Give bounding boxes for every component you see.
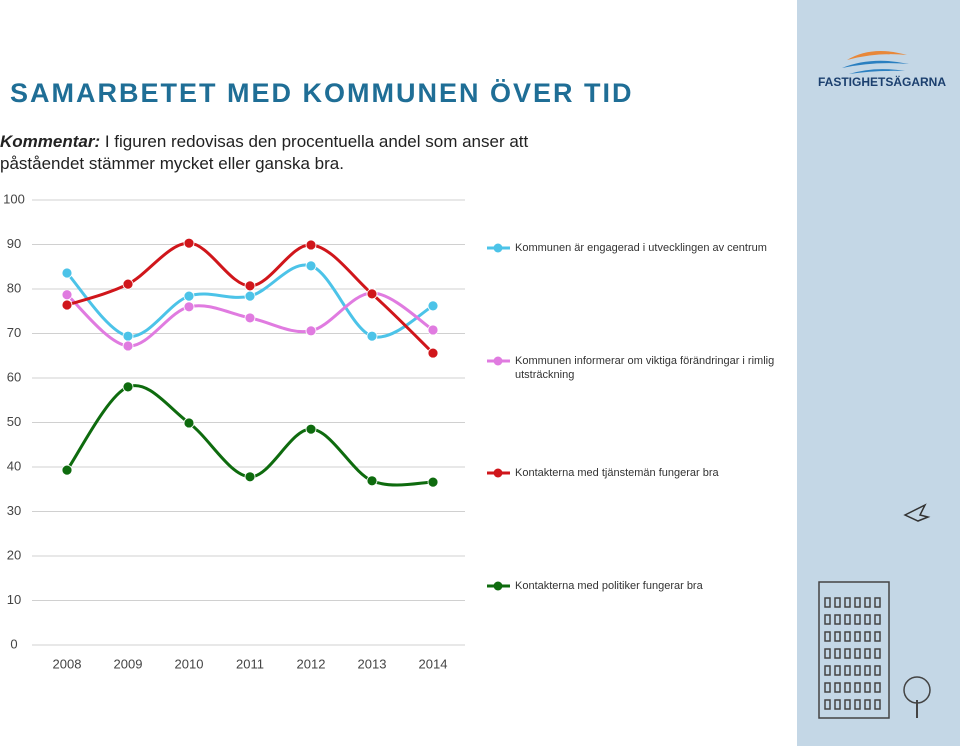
- legend-marker: [493, 356, 503, 366]
- data-point: [61, 299, 73, 311]
- x-tick-label: 2014: [419, 656, 448, 671]
- data-point: [122, 340, 134, 352]
- legend-marker: [493, 581, 503, 591]
- data-point: [183, 301, 195, 313]
- data-point: [244, 290, 256, 302]
- data-point: [183, 237, 195, 249]
- comment-label: Kommentar:: [0, 132, 101, 151]
- logo-text: FASTIGHETSÄGARNA: [818, 75, 947, 89]
- data-point: [61, 464, 73, 476]
- y-tick-label: 40: [7, 458, 21, 473]
- data-point: [366, 330, 378, 342]
- data-point: [427, 347, 439, 359]
- y-tick-label: 30: [7, 503, 21, 518]
- y-tick-label: 80: [7, 280, 21, 295]
- x-tick-label: 2010: [175, 656, 204, 671]
- data-point: [366, 288, 378, 300]
- comment: Kommentar: I figuren redovisas den proce…: [0, 131, 570, 175]
- data-point: [122, 381, 134, 393]
- data-point: [427, 476, 439, 488]
- data-point: [244, 312, 256, 324]
- y-tick-label: 0: [10, 636, 17, 651]
- data-point: [61, 289, 73, 301]
- y-tick-label: 100: [3, 191, 25, 206]
- sidebar: [797, 0, 960, 746]
- legend-label: Kommunen informerar om viktiga förändrin…: [515, 355, 775, 381]
- comment-text: I figuren redovisas den procentuella and…: [0, 132, 529, 173]
- data-point: [305, 239, 317, 251]
- data-point: [183, 417, 195, 429]
- data-point: [305, 260, 317, 272]
- series-line: [65, 384, 434, 487]
- data-point: [366, 475, 378, 487]
- data-point: [183, 290, 195, 302]
- x-tick-label: 2012: [297, 656, 326, 671]
- data-point: [122, 330, 134, 342]
- x-tick-label: 2011: [236, 656, 264, 671]
- y-tick-label: 20: [7, 547, 21, 562]
- data-point: [427, 300, 439, 312]
- y-tick-label: 70: [7, 325, 21, 340]
- x-tick-label: 2009: [114, 656, 143, 671]
- data-point: [427, 324, 439, 336]
- title: SAMARBETET MED KOMMUNEN ÖVER TID: [10, 78, 634, 108]
- x-tick-label: 2013: [358, 656, 387, 671]
- data-point: [305, 325, 317, 337]
- chart: 0 10 20 30 40 50 60 70 80 90 100 2008 2009 2010 2011 20…: [3, 191, 510, 671]
- data-point: [244, 280, 256, 292]
- legend-label: Kontakterna med tjänstemän fungerar bra: [515, 467, 719, 479]
- legend-marker: [493, 243, 503, 253]
- y-tick-label: 50: [7, 414, 21, 429]
- sidebar-art: [818, 51, 931, 719]
- y-tick-label: 10: [7, 592, 21, 607]
- y-tick-label: 60: [7, 369, 21, 384]
- data-point: [244, 471, 256, 483]
- x-tick-label: 2008: [53, 656, 82, 671]
- data-point: [61, 267, 73, 279]
- y-tick-label: 90: [7, 236, 21, 251]
- data-point: [305, 423, 317, 435]
- legend-label: Kommunen är engagerad i utvecklingen av …: [515, 242, 767, 254]
- data-point: [122, 278, 134, 290]
- legend-label: Kontakterna med politiker fungerar bra: [515, 580, 703, 592]
- legend-marker: [493, 468, 503, 478]
